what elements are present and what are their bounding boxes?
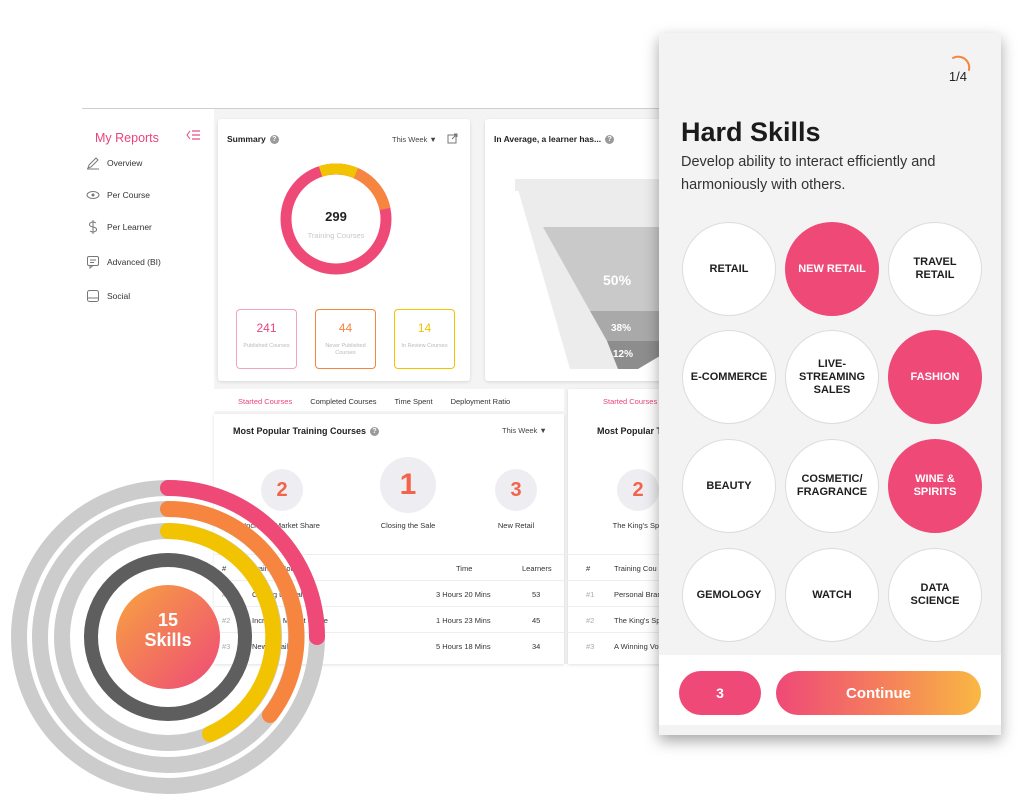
- sidebar-item-label: Per Course: [107, 190, 150, 200]
- sidebar-item-label: Advanced (BI): [107, 257, 161, 267]
- average-title: In Average, a learner has...?: [494, 134, 615, 145]
- skill-watch[interactable]: WATCH: [785, 548, 879, 642]
- sidebar-title: My Reports: [95, 131, 159, 145]
- selected-count-button[interactable]: 3: [679, 671, 761, 715]
- tab-started-courses[interactable]: Started Courses: [238, 397, 293, 406]
- summary-title: Summary?: [227, 134, 279, 145]
- sidebar-item-label: Overview: [107, 158, 143, 168]
- help-icon[interactable]: ?: [269, 135, 279, 145]
- skills-rings-graphic: 15 Skills: [11, 480, 325, 794]
- sidebar-item-social[interactable]: Social: [86, 287, 130, 305]
- sidebar: My Reports Overview Per Course Per Learn…: [82, 109, 214, 409]
- ring-arc-yellow: [160, 523, 282, 742]
- skill-cosmetic-fragrance[interactable]: COSMETIC/ FRAGRANCE: [785, 439, 879, 533]
- podium-rank-3: 3: [495, 469, 537, 511]
- skill-gemology[interactable]: GEMOLOGY: [682, 548, 776, 642]
- popular-title-2: Most Popular Tr: [597, 426, 666, 436]
- summary-donut: [280, 163, 392, 275]
- summary-period-select[interactable]: This Week ▼: [392, 135, 437, 144]
- skill-new-retail[interactable]: NEW RETAIL: [785, 222, 879, 316]
- podium-name-3[interactable]: New Retail: [497, 521, 535, 530]
- average-card: In Average, a learner has...? 50% 38% 12…: [485, 119, 685, 381]
- popular-period-select[interactable]: This Week ▼: [502, 426, 547, 435]
- funnel-value-2: 38%: [611, 323, 632, 334]
- skill-travel-retail[interactable]: TRAVEL RETAIL: [888, 222, 982, 316]
- eye-icon: [86, 191, 100, 199]
- continue-button[interactable]: Continue: [776, 671, 981, 715]
- skill-wine-spirits[interactable]: WINE & SPIRITS: [888, 439, 982, 533]
- summary-card: Summary? This Week ▼ 299 Training Course…: [218, 119, 470, 381]
- podium-rank-1: 1: [380, 457, 436, 513]
- stat-published: 241 Published Courses: [236, 309, 297, 369]
- pencil-icon: [87, 157, 99, 170]
- external-link-icon[interactable]: [447, 133, 458, 144]
- skill-data-science[interactable]: DATA SCIENCE: [888, 548, 982, 642]
- stat-never-published: 44 Never Published Courses: [315, 309, 376, 369]
- skill-retail[interactable]: RETAIL: [682, 222, 776, 316]
- podium-name-2[interactable]: Increase Market Share: [244, 521, 320, 530]
- help-icon[interactable]: ?: [370, 427, 380, 437]
- funnel-value-3: 12%: [613, 349, 634, 360]
- dollar-icon: [88, 220, 98, 234]
- footer-bar: 3 Continue: [659, 655, 1001, 725]
- sidebar-item-label: Per Learner: [107, 222, 152, 232]
- ring-dark: [84, 553, 252, 721]
- funnel-chart: [515, 179, 685, 369]
- help-icon[interactable]: ?: [605, 135, 615, 145]
- page-description: Develop ability to interact efficiently …: [681, 154, 936, 193]
- skills-count: 15: [158, 610, 178, 630]
- skill-picker-screen: 1/4 Hard Skills Develop ability to inter…: [659, 33, 1001, 735]
- skills-label: Skills: [144, 630, 191, 650]
- funnel-value-1: 50%: [603, 272, 632, 288]
- progress-arc-icon: [952, 55, 971, 71]
- tab-deployment-ratio[interactable]: Deployment Ratio: [450, 397, 511, 406]
- skill-fashion[interactable]: FASHION: [888, 330, 982, 424]
- ring-arc-pink: [160, 480, 325, 645]
- podium-rank-2: 2: [617, 469, 659, 511]
- podium-name-2[interactable]: The King's Spe: [612, 521, 664, 530]
- sidebar-item-label: Social: [107, 291, 131, 301]
- social-icon: [87, 290, 99, 302]
- podium-name-1[interactable]: Closing the Sale: [380, 521, 436, 530]
- chat-icon: [87, 256, 99, 269]
- sidebar-item-per-course[interactable]: Per Course: [86, 186, 150, 204]
- ring-arc-orange: [160, 500, 305, 723]
- skill-live-streaming-sales[interactable]: LIVE-STREAMING SALES: [785, 330, 879, 424]
- popular-title: Most Popular Training Courses?: [233, 426, 380, 437]
- tab-completed-courses[interactable]: Completed Courses: [310, 397, 377, 406]
- page-indicator: 1/4: [948, 69, 967, 84]
- report-tabs-bar: Started Courses Completed Courses Time S…: [214, 389, 564, 411]
- summary-total-label: Training Courses: [307, 231, 365, 240]
- sidebar-item-overview[interactable]: Overview: [86, 154, 142, 172]
- stat-in-review: 14 In Review Courses: [394, 309, 455, 369]
- ring-center: [116, 585, 220, 689]
- menu-collapse-icon[interactable]: [186, 129, 200, 141]
- sidebar-item-per-learner[interactable]: Per Learner: [86, 218, 152, 236]
- skill-e-commerce[interactable]: E-COMMERCE: [682, 330, 776, 424]
- tab-started-courses-2[interactable]: Started Courses: [603, 397, 658, 406]
- tab-time-spent[interactable]: Time Spent: [394, 397, 433, 406]
- sidebar-item-advanced[interactable]: Advanced (BI): [86, 253, 161, 271]
- skill-beauty[interactable]: BEAUTY: [682, 439, 776, 533]
- summary-total: 299: [325, 209, 347, 224]
- podium-rank-2: 2: [261, 469, 303, 511]
- page-title: Hard Skills: [681, 117, 821, 147]
